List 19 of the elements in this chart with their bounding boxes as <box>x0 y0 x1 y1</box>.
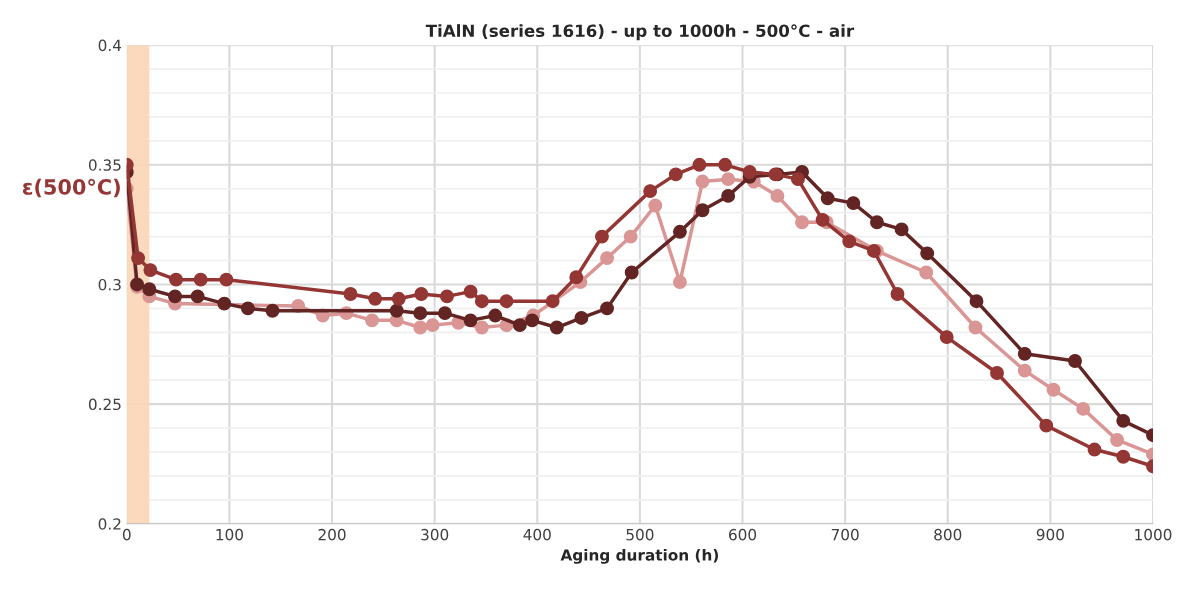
x-tick-label: 600 <box>729 528 757 541</box>
x-axis-title: Aging duration (h) <box>560 548 719 564</box>
x-tick-label: 200 <box>318 528 346 541</box>
x-tick-label: 800 <box>934 528 962 541</box>
x-tick-label: 900 <box>1036 528 1064 541</box>
x-tick-label: 100 <box>216 528 243 541</box>
chart-title: TiAlN (series 1616) - up to 1000h - 500°C - air <box>425 24 855 41</box>
x-tick-label: 500 <box>626 528 654 541</box>
y-tick-label: 0.25 <box>88 398 121 411</box>
y-tick-label: 0.35 <box>88 159 121 171</box>
x-tick-label: 0 <box>122 528 131 541</box>
x-tick-label: 700 <box>831 528 859 541</box>
y-tick-label: 0.2 <box>98 518 121 530</box>
y-tick-label: 0.4 <box>98 39 122 52</box>
x-tick-label: 400 <box>523 528 551 541</box>
x-tick-label: 1000 <box>1135 528 1172 541</box>
x-tick-label: 300 <box>421 528 449 541</box>
y-axis-title: ε(500°C) <box>22 178 120 198</box>
y-tick-label: 0.3 <box>98 278 121 291</box>
